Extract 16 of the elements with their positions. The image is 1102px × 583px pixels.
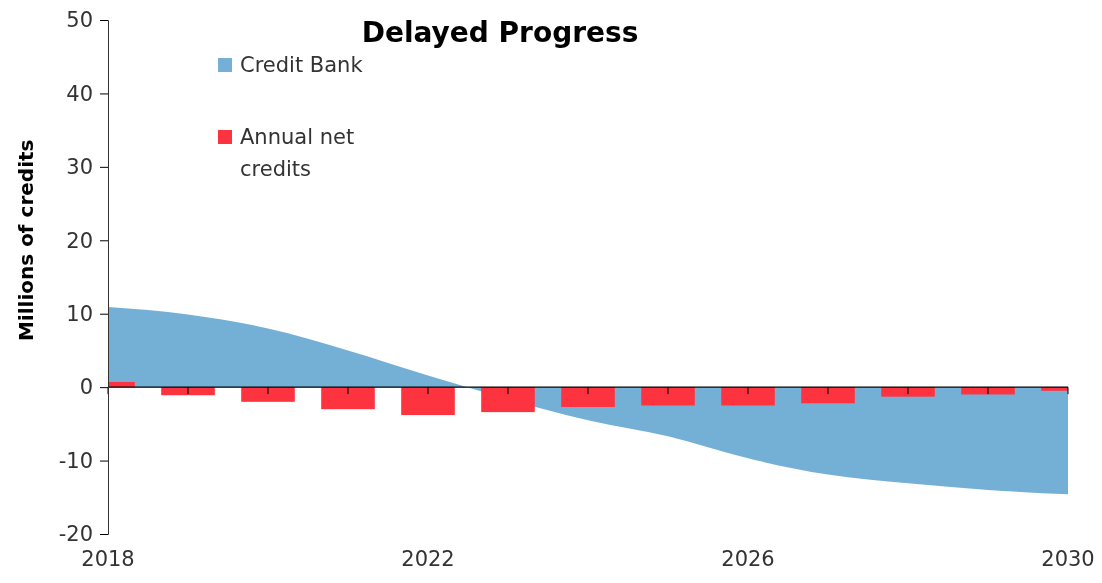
y-tick-label: 10 xyxy=(66,301,93,326)
legend-label: Annual net credits xyxy=(240,125,355,181)
y-tick-label: -10 xyxy=(58,448,93,473)
y-tick-label: 20 xyxy=(66,228,93,253)
x-tick-label: 2022 xyxy=(401,547,455,571)
y-tick-label: 40 xyxy=(66,81,93,106)
y-tick-label: 50 xyxy=(66,8,93,33)
legend-label: Credit Bank xyxy=(240,53,364,77)
y-tick-label: 0 xyxy=(79,375,93,400)
y-axis-title: Millions of credits xyxy=(14,139,38,342)
x-tick-label: 2030 xyxy=(1041,547,1095,571)
x-tick-label: 2018 xyxy=(81,547,135,571)
y-tick-label: -20 xyxy=(58,522,93,547)
x-tick-label: 2026 xyxy=(721,547,775,571)
chart-title: Delayed Progress xyxy=(361,16,639,49)
y-tick-label: 30 xyxy=(66,155,93,180)
